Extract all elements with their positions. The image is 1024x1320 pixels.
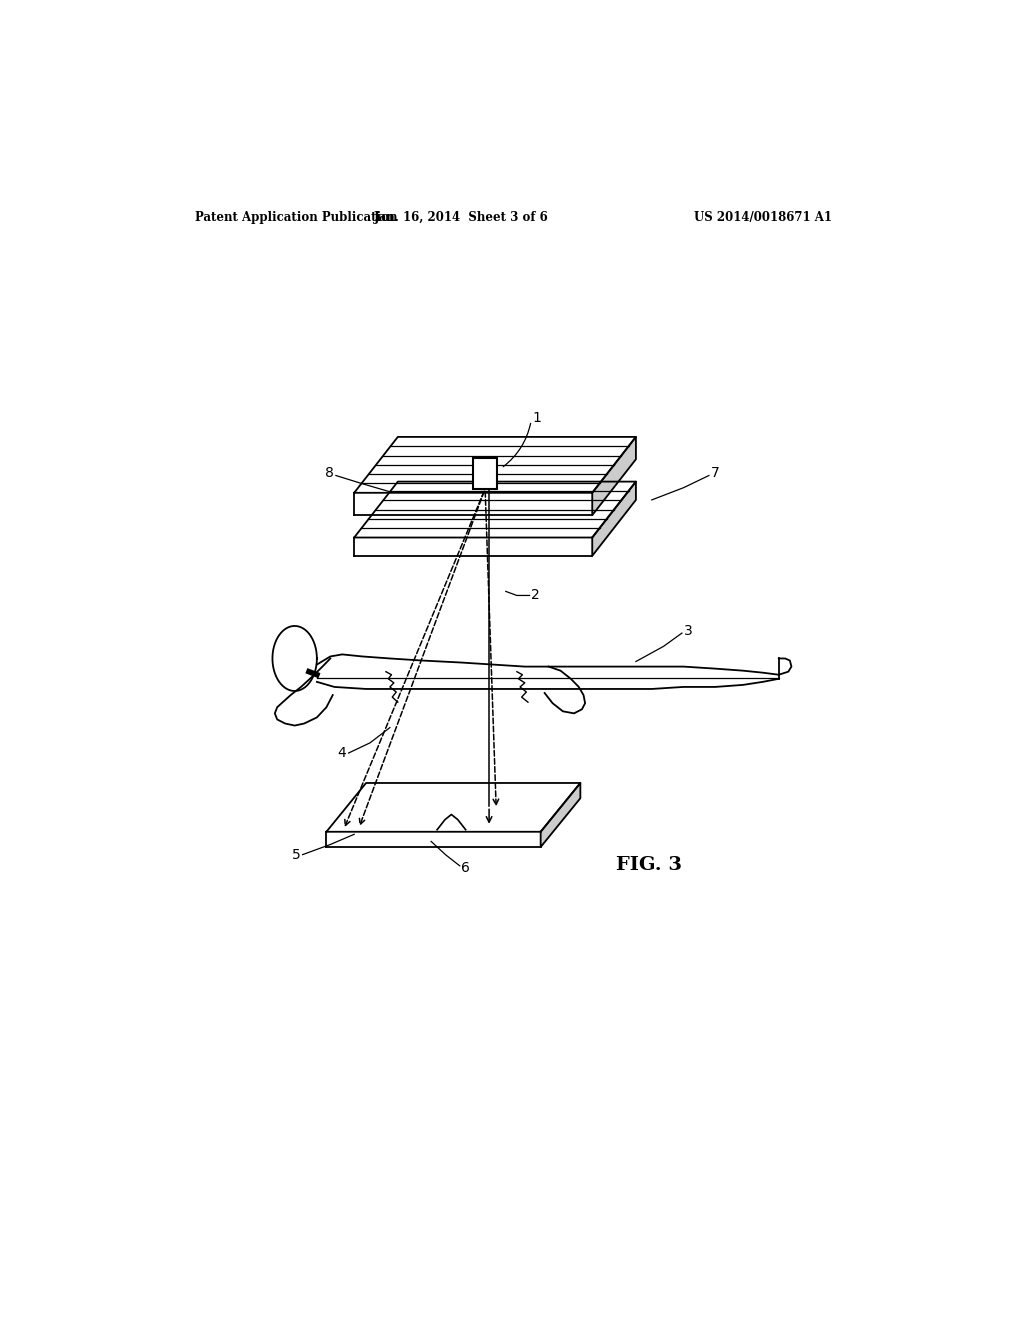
Text: Patent Application Publication: Patent Application Publication	[196, 211, 398, 224]
Polygon shape	[354, 482, 636, 537]
Text: US 2014/0018671 A1: US 2014/0018671 A1	[694, 211, 831, 224]
Text: 8: 8	[326, 466, 334, 480]
Text: 6: 6	[461, 861, 470, 875]
Bar	[473, 458, 497, 488]
Polygon shape	[327, 783, 581, 832]
Polygon shape	[592, 482, 636, 556]
Text: 4: 4	[338, 746, 346, 760]
Text: 5: 5	[292, 847, 301, 862]
Text: Jan. 16, 2014  Sheet 3 of 6: Jan. 16, 2014 Sheet 3 of 6	[374, 211, 549, 224]
Polygon shape	[354, 437, 636, 492]
Text: 7: 7	[712, 466, 720, 480]
Text: 3: 3	[684, 624, 692, 638]
Text: FIG. 3: FIG. 3	[616, 855, 682, 874]
Text: 2: 2	[531, 589, 540, 602]
Polygon shape	[592, 437, 636, 515]
Text: 1: 1	[532, 411, 542, 425]
Polygon shape	[541, 783, 581, 847]
